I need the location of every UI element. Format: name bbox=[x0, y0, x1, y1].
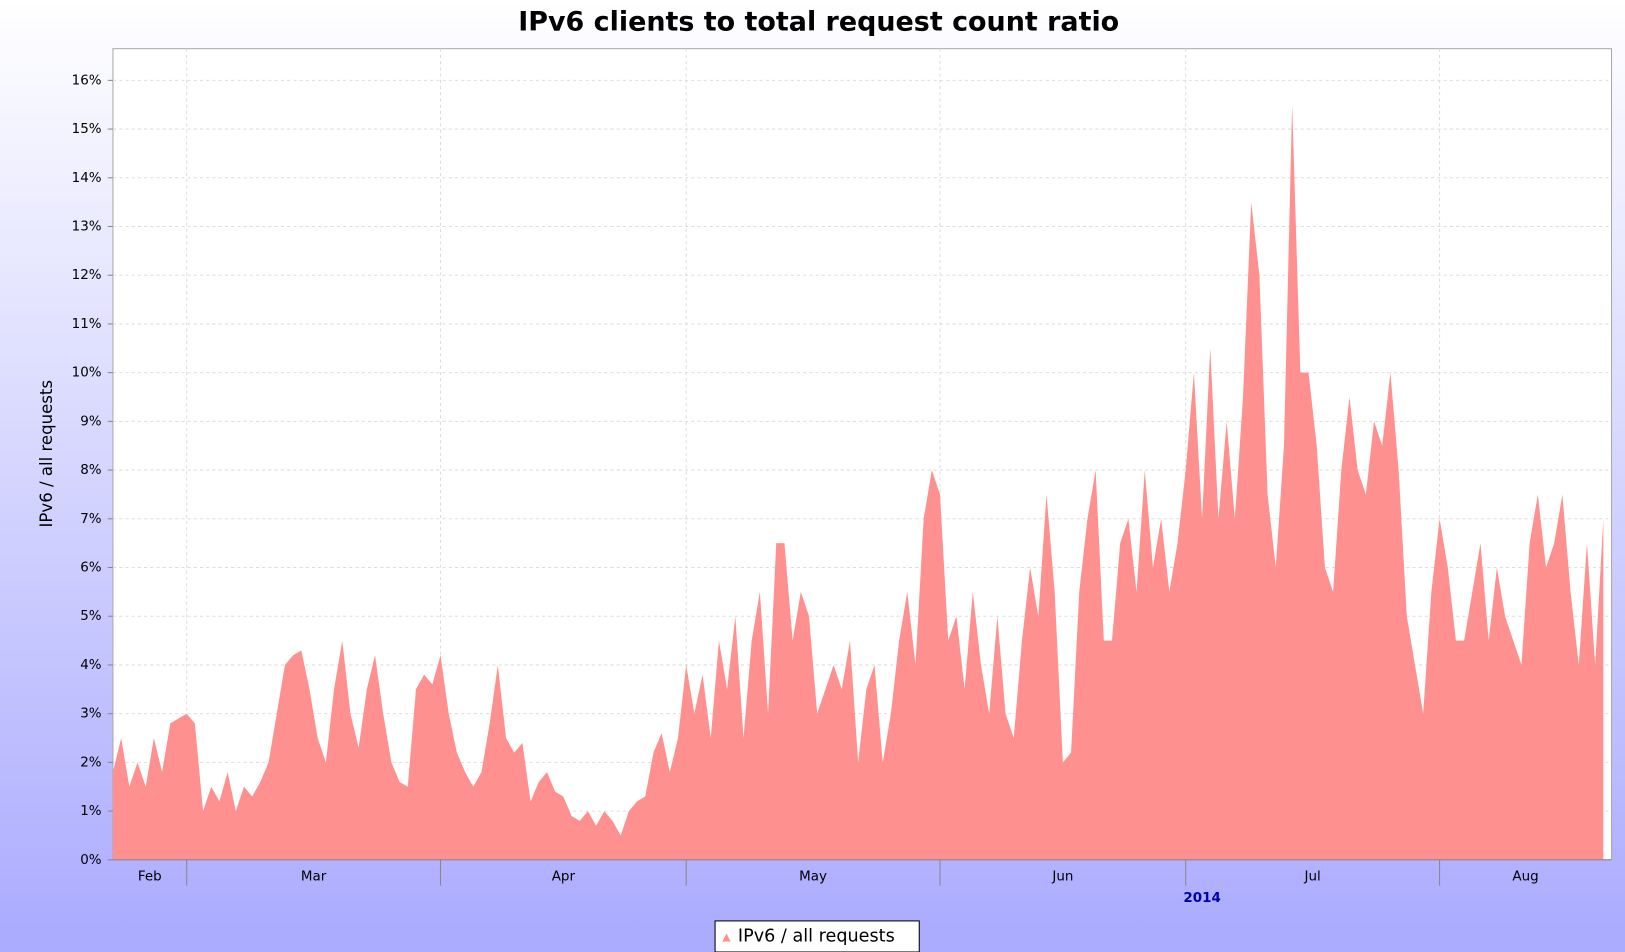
y-tick-label: 8% bbox=[80, 463, 102, 478]
y-tick-label: 16% bbox=[72, 73, 102, 88]
y-axis-label: IPv6 / all requests bbox=[37, 380, 56, 527]
legend-label: IPv6 / all requests bbox=[738, 926, 895, 946]
y-tick-label: 4% bbox=[80, 658, 102, 673]
y-tick-label: 15% bbox=[72, 122, 102, 137]
y-tick-label: 14% bbox=[72, 171, 102, 186]
legend-box bbox=[714, 920, 920, 952]
y-tick-label: 12% bbox=[72, 268, 102, 283]
y-tick-label: 2% bbox=[80, 755, 102, 770]
x-tick-label: Feb bbox=[138, 869, 162, 884]
x-tick-label: Mar bbox=[301, 869, 327, 884]
area bbox=[112, 104, 1604, 860]
y-tick-label: 6% bbox=[80, 561, 102, 576]
y-tick-label: 7% bbox=[80, 512, 102, 527]
y-tick-label: 0% bbox=[80, 853, 102, 868]
y-tick-label: 10% bbox=[72, 366, 102, 381]
y-tick-label: 1% bbox=[80, 804, 102, 819]
x-tick-label: Apr bbox=[552, 869, 576, 884]
x-tick-label: Aug bbox=[1512, 869, 1538, 884]
x-tick-label: Jul bbox=[1304, 869, 1321, 884]
year-label: 2014 bbox=[1183, 891, 1220, 906]
x-tick-label: May bbox=[799, 869, 827, 884]
chart-title: IPv6 clients to total request count rati… bbox=[518, 6, 1119, 37]
y-tick-label: 9% bbox=[80, 414, 102, 429]
y-tick-label: 13% bbox=[72, 220, 102, 235]
y-tick-label: 3% bbox=[80, 707, 102, 722]
legend-swatch bbox=[722, 933, 731, 942]
y-tick-label: 5% bbox=[80, 609, 102, 624]
x-tick-label: Jun bbox=[1051, 869, 1073, 884]
y-tick-label: 11% bbox=[72, 317, 102, 332]
